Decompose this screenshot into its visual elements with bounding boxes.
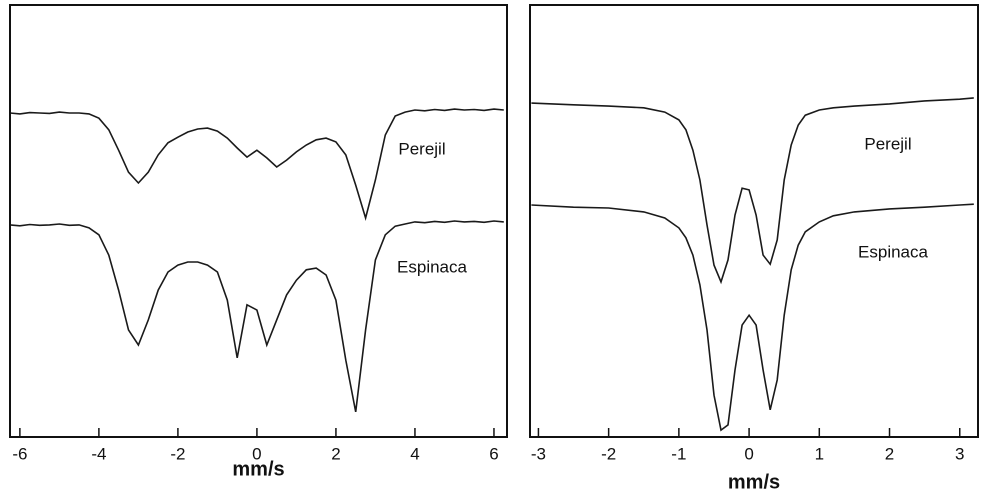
x-tick-label: 4	[410, 444, 419, 463]
spectrum-line	[9, 108, 504, 221]
plot-frame	[529, 4, 979, 438]
x-tick-label: 2	[885, 444, 894, 463]
spectrum-line	[531, 97, 974, 285]
x-tick-label: -2	[170, 444, 185, 463]
x-tick-label: -6	[12, 444, 27, 463]
spectrum-line	[531, 203, 974, 432]
x-tick-label: 2	[331, 444, 340, 463]
x-tick-label: 6	[489, 444, 498, 463]
series-label: Perejil	[398, 139, 445, 158]
series-label: Espinaca	[397, 257, 467, 276]
x-tick-label: -3	[531, 444, 546, 463]
x-axis-label: mm/s	[728, 471, 780, 493]
spectrum-line	[9, 220, 504, 413]
x-tick-label: 0	[252, 444, 261, 463]
x-tick-label: 1	[815, 444, 824, 463]
x-tick-label: -4	[91, 444, 106, 463]
series-label: Perejil	[864, 134, 911, 153]
series-label: Espinaca	[858, 242, 928, 261]
x-tick-label: 0	[744, 444, 753, 463]
x-tick-label: -1	[671, 444, 686, 463]
x-tick-label: -2	[601, 444, 616, 463]
plot-frame	[9, 4, 508, 438]
x-tick-label: 3	[955, 444, 964, 463]
x-axis-label: mm/s	[232, 458, 284, 480]
